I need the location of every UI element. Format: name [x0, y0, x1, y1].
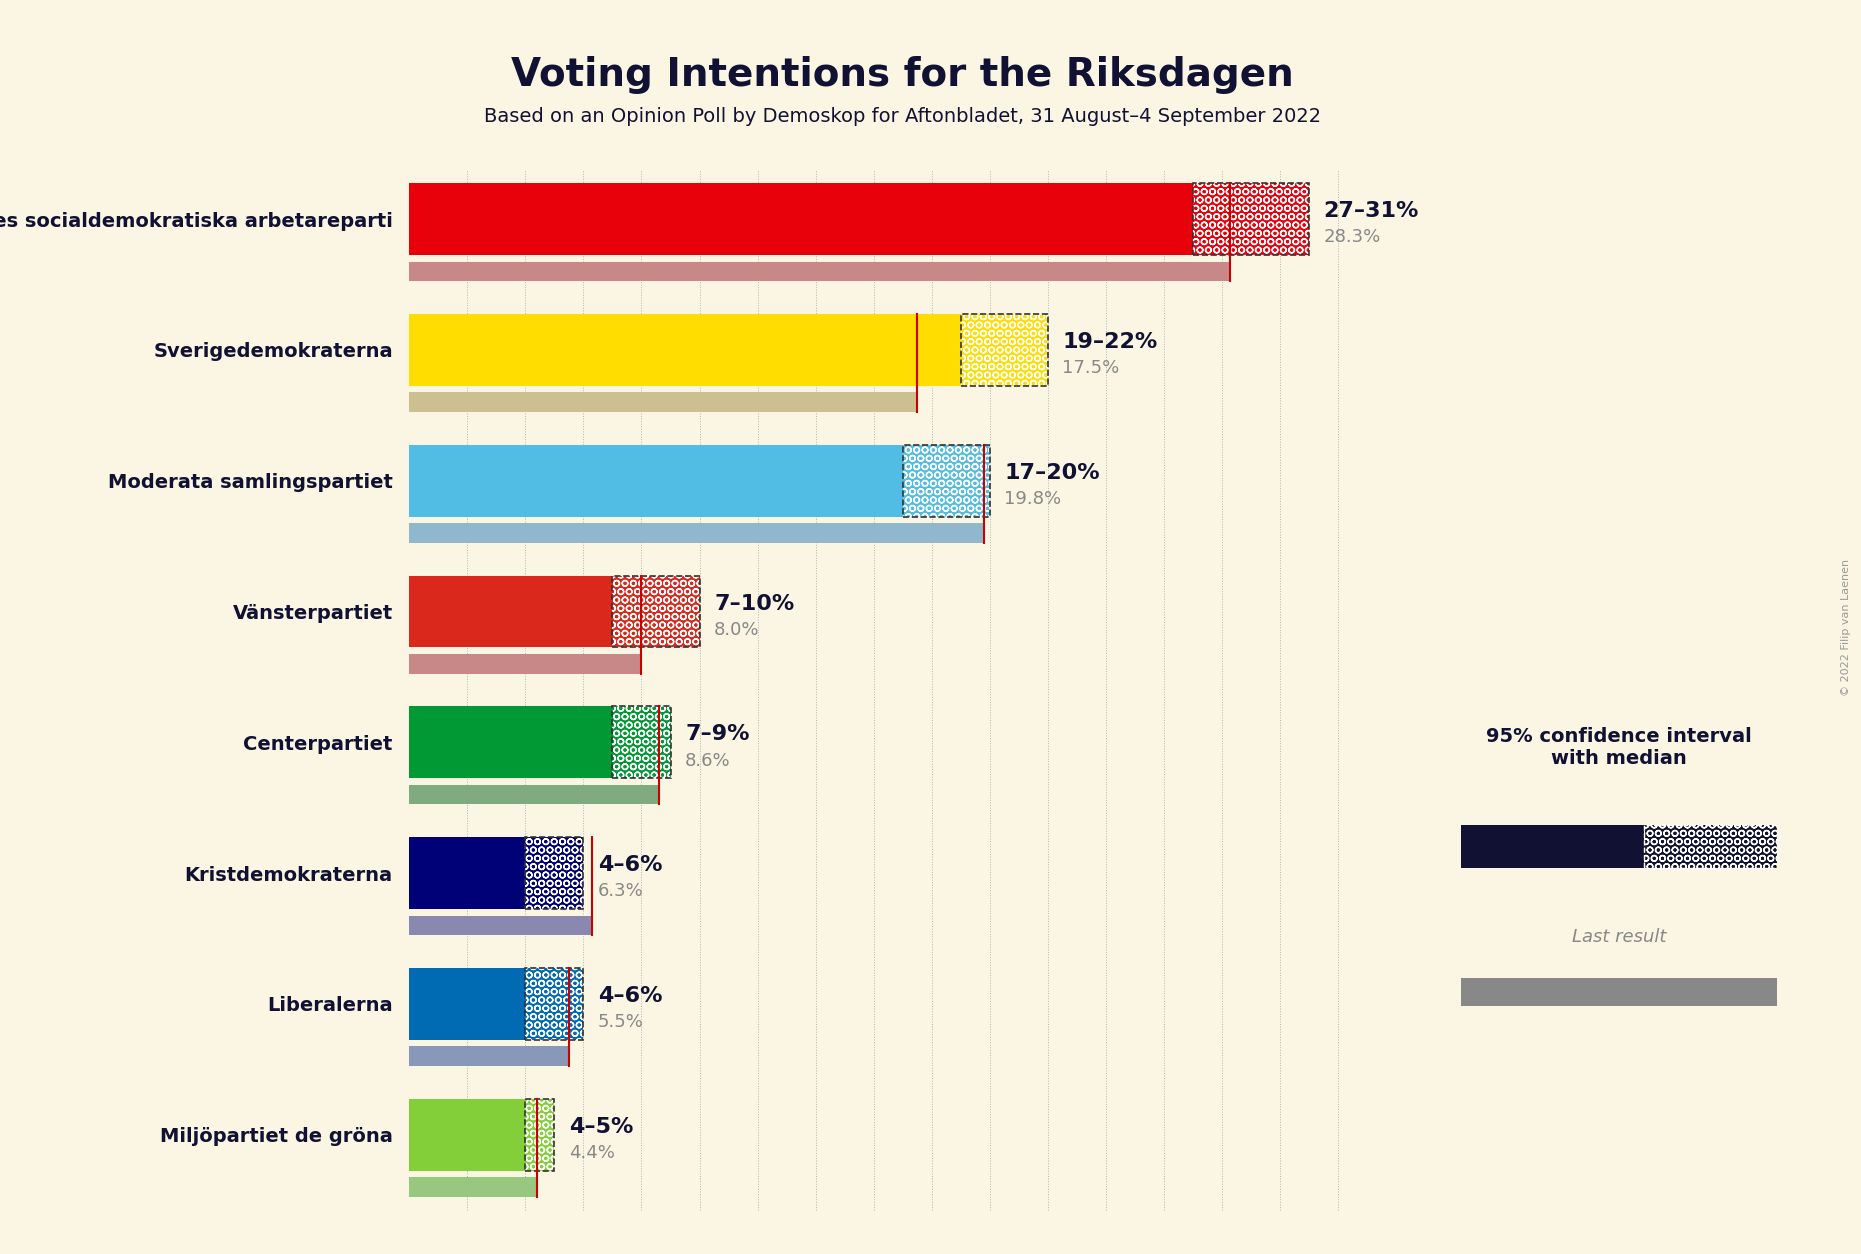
Bar — [409, 968, 525, 1040]
Bar — [1193, 183, 1308, 255]
Text: 17.5%: 17.5% — [1063, 359, 1118, 377]
Bar — [409, 706, 612, 779]
Text: 19–22%: 19–22% — [1063, 332, 1158, 352]
Bar — [1461, 978, 1777, 1006]
Bar — [409, 1178, 538, 1196]
Bar — [525, 968, 584, 1040]
Text: © 2022 Filip van Laenen: © 2022 Filip van Laenen — [1841, 558, 1852, 696]
Text: 7–9%: 7–9% — [685, 725, 750, 745]
Text: 8.6%: 8.6% — [685, 751, 731, 770]
Bar — [409, 445, 903, 517]
Bar — [409, 183, 1193, 255]
Bar — [960, 314, 1048, 386]
Bar — [409, 576, 612, 647]
Bar — [409, 785, 659, 804]
Bar — [409, 1046, 569, 1066]
Bar — [409, 1099, 525, 1170]
Text: 4.4%: 4.4% — [569, 1144, 614, 1162]
Text: 5.5%: 5.5% — [597, 1013, 644, 1031]
Text: 17–20%: 17–20% — [1005, 463, 1100, 483]
Text: 27–31%: 27–31% — [1323, 202, 1418, 221]
Text: 4–6%: 4–6% — [597, 855, 663, 875]
Bar — [409, 393, 917, 413]
Text: 19.8%: 19.8% — [1005, 490, 1061, 508]
Bar — [409, 523, 984, 543]
Text: Based on an Opinion Poll by Demoskop for Aftonbladet, 31 August–4 September 2022: Based on an Opinion Poll by Demoskop for… — [484, 107, 1321, 125]
Bar — [525, 838, 584, 909]
Bar — [409, 915, 592, 935]
Text: 28.3%: 28.3% — [1323, 228, 1381, 247]
Bar — [409, 314, 960, 386]
Bar — [612, 576, 700, 647]
Text: 4–5%: 4–5% — [569, 1117, 633, 1137]
Bar — [525, 1099, 555, 1170]
Text: 95% confidence interval
with median: 95% confidence interval with median — [1487, 727, 1751, 769]
Text: Last result: Last result — [1573, 928, 1666, 946]
Text: 8.0%: 8.0% — [715, 621, 759, 638]
Bar — [409, 838, 525, 909]
Bar — [1461, 825, 1645, 868]
Text: 4–6%: 4–6% — [597, 986, 663, 1006]
Text: 7–10%: 7–10% — [715, 593, 795, 613]
Bar — [409, 655, 642, 673]
Bar — [612, 706, 670, 779]
Bar — [409, 262, 1230, 281]
Bar — [1645, 825, 1777, 868]
Text: Voting Intentions for the Riksdagen: Voting Intentions for the Riksdagen — [512, 56, 1293, 94]
Bar — [903, 445, 990, 517]
Text: 6.3%: 6.3% — [597, 883, 644, 900]
